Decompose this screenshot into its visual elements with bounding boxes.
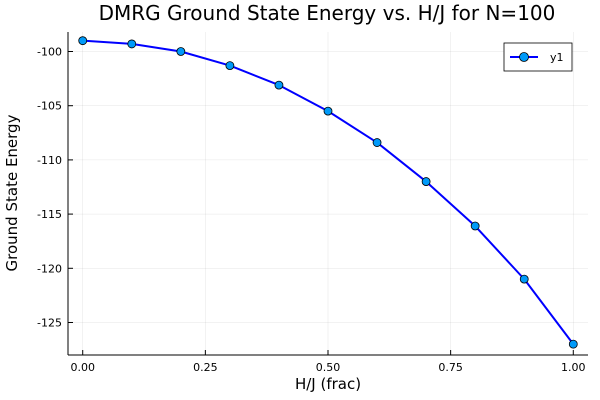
legend-marker-y1 — [519, 52, 529, 62]
y-ticks: -125 -120 -115 -110 -105 -100 — [37, 46, 73, 329]
data-point-0-3 — [225, 61, 235, 71]
x-tick-label-1: 0.25 — [193, 361, 218, 374]
legend: y1 — [503, 42, 573, 72]
x-tick-label-4: 1.00 — [561, 361, 586, 374]
y-tick-label-1: -120 — [37, 262, 62, 275]
x-tick-label-3: 0.75 — [438, 361, 463, 374]
x-tick-label-2: 0.50 — [316, 361, 341, 374]
y-tick-label-3: -110 — [37, 154, 62, 167]
y-tick-label-5: -100 — [37, 46, 62, 59]
data-point-0-10 — [568, 339, 578, 349]
y-tick-label-2: -115 — [37, 208, 62, 221]
series-layer — [78, 36, 578, 349]
data-point-0-8 — [470, 221, 480, 231]
x-ticks: 0.00 0.25 0.50 0.75 1.00 — [70, 350, 586, 374]
data-point-0-6 — [372, 138, 382, 147]
y-tick-label-0: -125 — [37, 316, 62, 329]
x-tick-label-0: 0.00 — [70, 361, 95, 374]
data-point-0-2 — [176, 47, 186, 56]
data-point-0-1 — [127, 39, 137, 49]
data-point-0-5 — [323, 106, 333, 116]
grid — [68, 32, 588, 355]
y-tick-label-4: -105 — [37, 100, 62, 113]
data-point-0-4 — [274, 80, 284, 90]
y-axis-label: Ground State Energy — [3, 114, 21, 271]
data-point-0-9 — [519, 274, 529, 284]
x-axis-label: H/J (frac) — [295, 375, 361, 393]
data-point-0-7 — [421, 177, 431, 186]
data-point-0-0 — [78, 36, 88, 46]
legend-label-y1: y1 — [550, 51, 564, 64]
chart-title: DMRG Ground State Energy vs. H/J for N=1… — [99, 1, 556, 25]
